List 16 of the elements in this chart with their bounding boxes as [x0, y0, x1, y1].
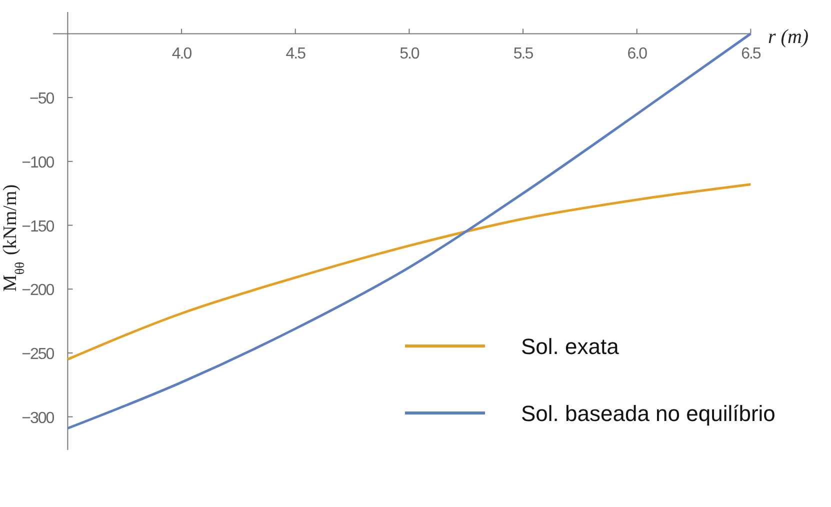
x-tick-label: 6.5 [741, 46, 762, 63]
x-tick-label: 4.5 [286, 46, 306, 63]
line-series [66, 183, 752, 361]
x-tick-label: 4.0 [172, 46, 192, 63]
y-tick-label: −200 [22, 282, 55, 300]
y-tick-label: −300 [22, 410, 55, 427]
x-tick-label: 5.0 [400, 46, 420, 63]
y-tick-label: −50 [30, 90, 55, 108]
x-tick-label: 6.0 [627, 46, 648, 63]
y-tick-label: −250 [22, 346, 55, 363]
legend-label: Sol. baseada no equilíbrio [521, 401, 776, 426]
legend-label: Sol. exata [521, 334, 620, 359]
x-axis-title: r (m) [768, 26, 809, 48]
x-tick-label: 5.5 [513, 46, 534, 63]
y-tick-label: −100 [22, 154, 55, 172]
y-tick-label: −150 [22, 218, 55, 236]
